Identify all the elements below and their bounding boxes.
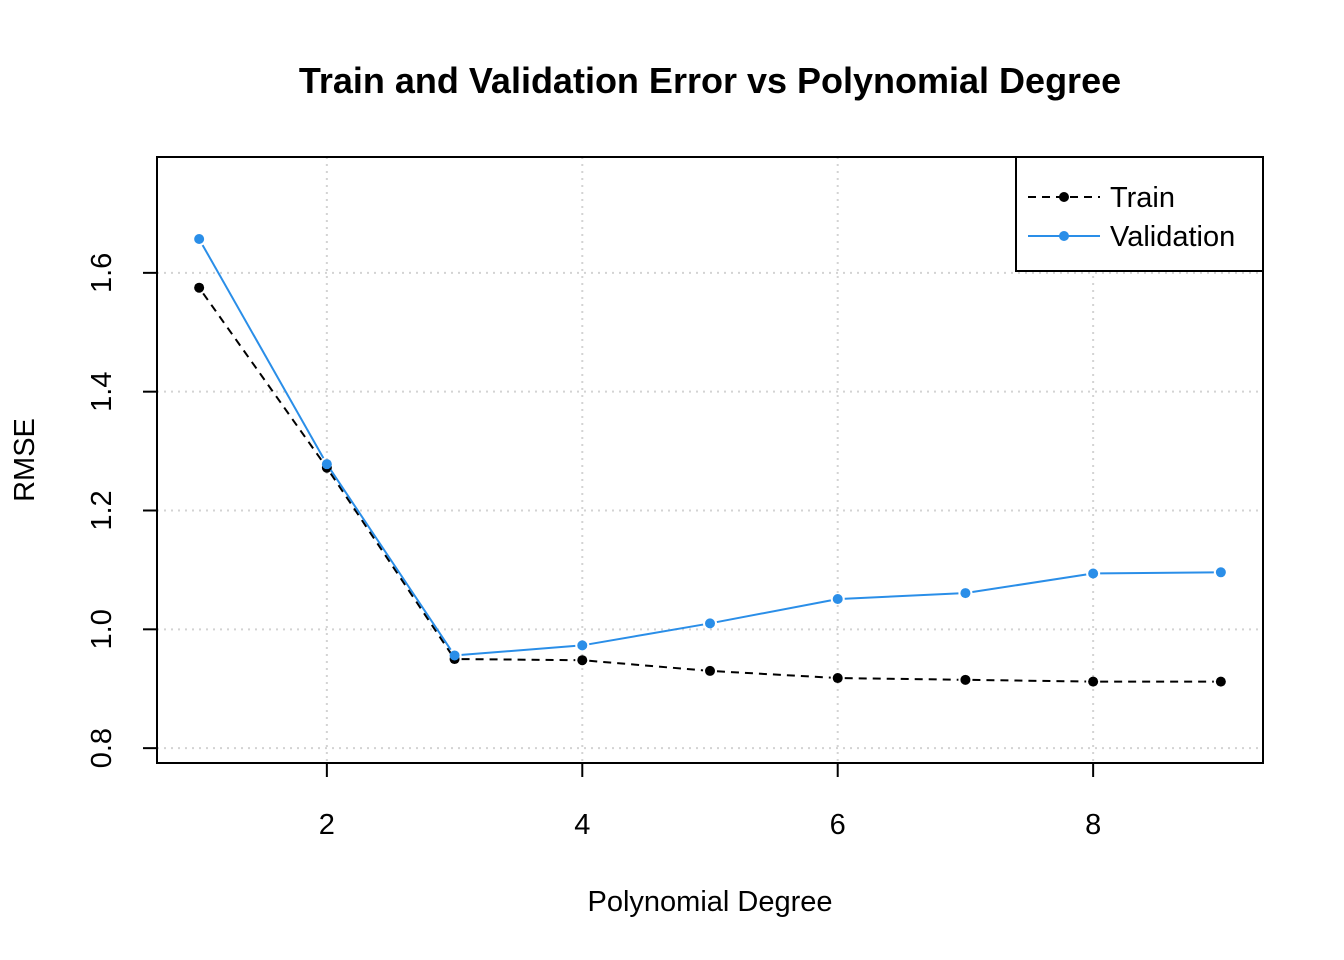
validation-point [1088, 568, 1099, 579]
x-tick-label: 6 [830, 809, 846, 841]
train-point [577, 655, 588, 666]
x-tick-label: 4 [574, 809, 590, 841]
validation-point [321, 459, 332, 470]
validation-point [449, 650, 460, 661]
legend-marker-validation [1059, 231, 1069, 241]
y-tick-label: 1.6 [86, 253, 118, 293]
train-point [832, 673, 843, 684]
legend-label-train: Train [1110, 182, 1175, 214]
plot-frame [156, 156, 1264, 764]
legend-box [1015, 156, 1264, 272]
validation-line-segment [589, 623, 704, 646]
train-point [960, 674, 971, 685]
x-axis-label: Polynomial Degree [587, 886, 832, 918]
series-layer [194, 233, 1226, 687]
validation-line-segment [461, 644, 576, 656]
train-line-segment [329, 472, 452, 654]
validation-line-segment [716, 599, 832, 624]
legend-label-validation: Validation [1110, 221, 1235, 253]
validation-line-segment [329, 469, 452, 651]
train-point [1215, 676, 1226, 687]
series-validation [194, 233, 1226, 661]
train-line-segment [844, 677, 959, 681]
chart-title: Train and Validation Error vs Polynomial… [299, 60, 1121, 101]
train-point [705, 665, 715, 676]
validation-line-segment [1100, 571, 1214, 575]
validation-point [832, 594, 843, 605]
validation-line-segment [201, 244, 325, 459]
train-line-segment [589, 659, 704, 672]
validation-line-segment [972, 573, 1087, 594]
y-axis: 0.8 1.0 1.2 1.4 1.6 [86, 253, 157, 768]
y-tick-label: 1.4 [86, 372, 118, 412]
x-tick-label: 8 [1085, 809, 1101, 841]
legend: Train Validation [1015, 156, 1264, 272]
x-tick-label: 2 [319, 809, 335, 841]
train-point [1088, 676, 1099, 687]
x-axis: 2 4 6 8 [319, 763, 1101, 841]
validation-line-segment [844, 592, 959, 600]
validation-point [705, 618, 715, 629]
train-line-segment [461, 658, 576, 662]
legend-marker-train [1059, 192, 1069, 202]
train-line-segment [716, 670, 831, 679]
y-tick-label: 1.2 [86, 490, 118, 530]
train-line-segment [202, 292, 324, 463]
train-line-segment [972, 678, 1087, 683]
y-tick-label: 1.0 [86, 609, 118, 649]
validation-point [960, 588, 971, 599]
validation-point [1215, 567, 1226, 578]
validation-point [194, 233, 205, 244]
y-tick-label: 0.8 [86, 728, 118, 768]
validation-point [577, 640, 588, 651]
y-axis-label: RMSE [9, 418, 41, 502]
train-point [194, 282, 205, 293]
